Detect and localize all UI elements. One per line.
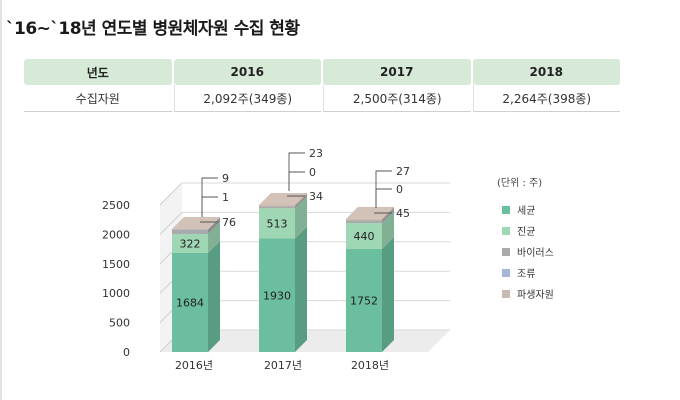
bar-segment-2-side [295,194,307,209]
bar-segment-2-front [172,229,208,235]
legend-swatch [502,248,510,256]
bar-segment-1-front [172,234,208,253]
bar-segment-0-front [172,252,208,352]
bar-segment-1-front [259,208,295,239]
callout-label: 27 [396,165,410,178]
callout-leader-line [201,177,218,217]
bar-segment-3-side [208,217,220,230]
legend-swatch [502,206,510,214]
y-tick-label: 1500 [102,258,130,271]
bar-segment-1-front [346,223,382,249]
callout-label: 23 [309,147,323,160]
table-cell-2016: 2,092주(349종) [173,85,321,112]
legend-label: 조류 [517,268,535,280]
legend-swatch [502,269,510,277]
bar-segment-2-front [346,220,382,224]
summary-table: 년도 2016 2017 2018 수집자원 2,092주(349종) 2,50… [22,59,622,112]
bar-segment-2-front [259,206,295,209]
bar-segment-4-front [259,205,295,207]
x-tick-label: 2018년 [351,359,389,372]
bar-top-face [346,206,394,219]
bar-segment-4-side [382,206,394,221]
y-tick-label: 2000 [102,228,130,241]
x-tick-label: 2016년 [175,359,213,372]
unit-note: (단위 : 주) [497,176,542,189]
callout-label: 76 [222,216,236,229]
legend-label: 파생자원 [517,289,554,301]
y-tick-label: 0 [123,346,130,359]
x-tick-label: 2017년 [264,359,302,372]
bar-segment-1-side [295,196,307,239]
table-header-2016: 2016 [173,59,321,85]
y-tick-label: 2500 [102,199,130,212]
callout-label: 9 [222,172,229,185]
bar-segment-4-front [172,228,208,230]
bar-segment-3-front [172,229,208,231]
table-header-2018: 2018 [472,59,620,85]
table-header-row: 년도 2016 2017 2018 [24,59,620,85]
data-label-fungi: 513 [267,217,288,230]
bar-segment-1-side [208,222,220,253]
data-label-bacteria: 1752 [350,294,378,307]
legend-label: 세균 [517,205,535,217]
bar-segment-4-front [346,218,382,221]
left-border [0,0,2,400]
bar-segment-0-side [295,226,307,352]
bar-segment-4-side [208,216,220,230]
table-row-label: 수집자원 [24,85,172,112]
gridline-diagonal [159,182,183,206]
table-cell-2018: 2,264주(398종) [472,85,620,112]
data-label-fungi: 440 [354,230,375,243]
table-cell-2017: 2,500주(314종) [323,85,471,112]
table-header-2017: 2017 [323,59,471,85]
bar-segment-2-side [382,208,394,224]
callout-leader-line [375,188,392,208]
callout-label: 45 [396,207,410,220]
callout-label: 34 [309,190,323,203]
bar-top-face [172,216,220,229]
bar-segment-0-side [208,240,220,352]
callout-label: 0 [309,166,316,179]
gridline-diagonal [159,212,183,235]
bar-segment-0-front [259,238,295,352]
y-tick-label: 500 [109,317,130,330]
legend-label: 진균 [517,226,535,238]
bar-segment-0-front [346,248,382,352]
legend-label: 바이러스 [517,247,554,259]
page-title: `16~`18년 연도별 병원체자원 수집 현황 [6,19,300,39]
bar-segment-1-side [382,211,394,249]
data-label-bacteria: 1684 [176,296,204,309]
table-row: 수집자원 2,092주(349종) 2,500주(314종) 2,264주(39… [24,85,620,112]
callout-label: 1 [222,191,229,204]
callout-leader-line [288,171,305,191]
data-label-fungi: 322 [180,238,201,251]
table-header-year: 년도 [24,59,172,85]
bar-segment-0-side [382,236,394,352]
callout-leader-line [201,196,218,217]
callout-label: 0 [396,183,403,196]
legend-swatch [502,290,510,298]
callout-leader-line [375,170,392,208]
data-label-bacteria: 1930 [263,289,291,302]
legend-swatch [502,227,510,235]
y-tick-label: 1000 [102,287,130,300]
